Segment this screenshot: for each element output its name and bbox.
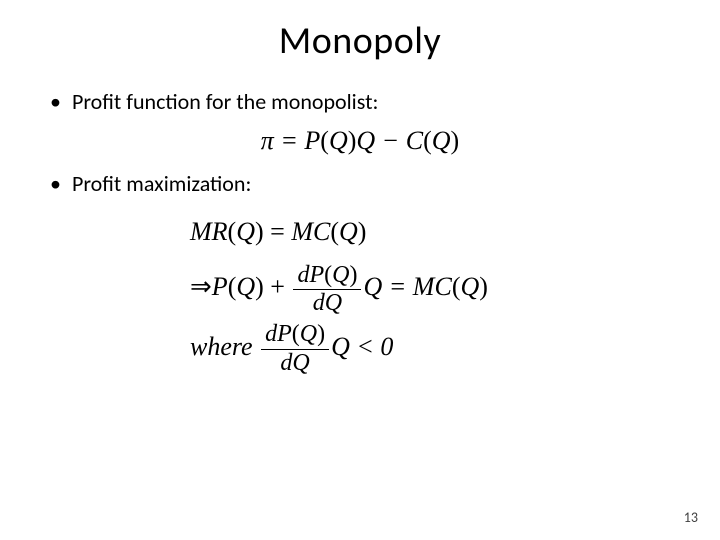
eq1-part: Q [432, 126, 451, 155]
implies-arrow-icon: ⇒ [190, 262, 212, 311]
num-part: ) [349, 262, 357, 288]
bullet-profit-max: Profit maximization: [50, 170, 670, 198]
equation-implies-line: ⇒ P(Q) + dP(Q)dQQ = MC(Q) [190, 262, 670, 316]
pi-symbol: π [261, 126, 274, 155]
eq1-part: Q − C [356, 126, 423, 155]
eq2-part: ( [330, 217, 339, 246]
eq3-part: ) + [255, 272, 291, 301]
eq1-part: ( [320, 126, 329, 155]
eq4-tail: Q < 0 [331, 332, 393, 361]
fraction-dpdq-1: dP(Q)dQ [293, 263, 361, 316]
fraction-dpdq-2: dP(Q)dQ [261, 322, 329, 375]
num-part: dP [297, 262, 324, 288]
equation-block-max: MR(Q) = MC(Q) ⇒ P(Q) + dP(Q)dQQ = MC(Q) … [190, 207, 670, 376]
slide-body: Profit function for the monopolist: π = … [0, 88, 720, 376]
where-label: where [190, 332, 259, 361]
eq2-part: Q [339, 217, 358, 246]
bullet-list-2: Profit maximization: [50, 170, 670, 198]
num-part: Q [332, 262, 349, 288]
bullet-list: Profit function for the monopolist: [50, 88, 670, 116]
eq2-part: MR [190, 217, 228, 246]
eq2-part: Q [236, 217, 255, 246]
num-part: ( [324, 262, 332, 288]
equation-where-line: where dP(Q)dQQ < 0 [190, 322, 670, 376]
slide-title: Monopoly [0, 0, 720, 74]
bullet-profit-function: Profit function for the monopolist: [50, 88, 670, 116]
equation-profit-function: π = P(Q)Q − C(Q) [50, 126, 670, 156]
fraction-numerator: dP(Q) [293, 263, 361, 290]
num-part: ( [292, 321, 300, 347]
eq3-part: P [212, 272, 228, 301]
eq3-part: Q [460, 272, 479, 301]
page-number: 13 [684, 509, 698, 526]
eq1-part: ( [423, 126, 432, 155]
fraction-denominator: dQ [261, 350, 329, 376]
eq2-part: ) [358, 217, 367, 246]
fraction-denominator: dQ [293, 290, 361, 316]
eq1-part: = P [274, 126, 320, 155]
eq3-part: ) [479, 272, 488, 301]
eq2-part: ) = [255, 217, 291, 246]
eq3-part: Q = MC [363, 272, 451, 301]
eq1-part: Q [329, 126, 348, 155]
slide: Monopoly Profit function for the monopol… [0, 0, 720, 540]
num-part: ) [317, 321, 325, 347]
num-part: Q [300, 321, 317, 347]
eq2-part: ( [228, 217, 237, 246]
equation-mr-mc: MR(Q) = MC(Q) [190, 207, 670, 256]
fraction-numerator: dP(Q) [261, 322, 329, 349]
eq2-part: MC [291, 217, 330, 246]
eq1-part: ) [451, 126, 460, 155]
num-part: dP [265, 321, 292, 347]
eq3-part: Q [236, 272, 255, 301]
